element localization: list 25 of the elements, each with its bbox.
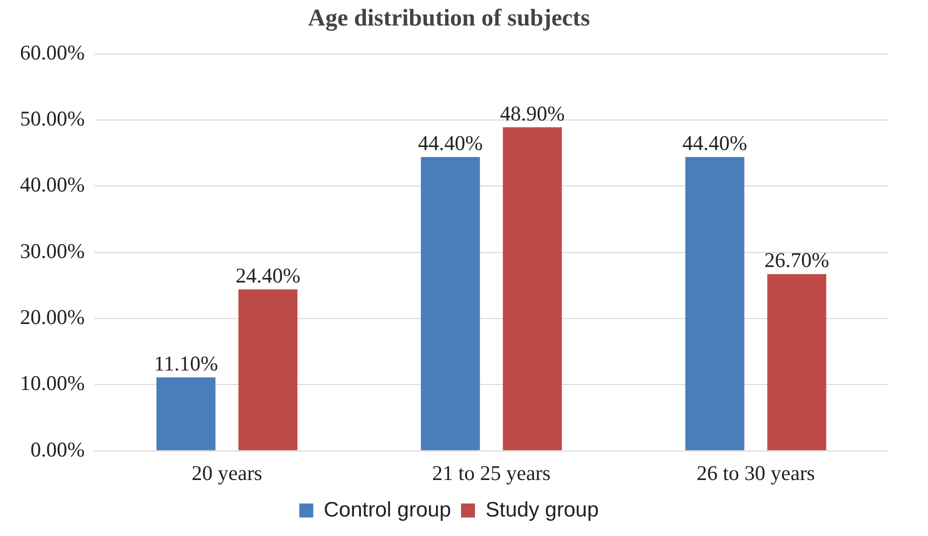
data-label: 11.10%: [154, 351, 218, 376]
y-tick-label: 40.00%: [20, 172, 85, 197]
legend-label: Control group: [324, 498, 452, 522]
data-label: 24.40%: [236, 263, 300, 288]
bar: [238, 289, 298, 450]
y-tick-label: 50.00%: [20, 106, 85, 130]
legend-label: Study group: [486, 498, 599, 522]
x-tick-label: 21 to 25 years: [432, 460, 551, 485]
bar: [767, 274, 826, 450]
y-tick-label: 10.00%: [20, 371, 85, 396]
bar: [502, 127, 562, 450]
y-tick-label: 20.00%: [20, 304, 85, 329]
bar: [685, 157, 744, 450]
data-label: 44.40%: [682, 131, 748, 156]
bar: [420, 157, 480, 450]
bar: [156, 377, 216, 450]
y-tick-label: 0.00%: [30, 437, 85, 462]
data-label: 26.70%: [764, 248, 830, 272]
x-tick-label: 26 to 30 years: [696, 460, 815, 485]
x-tick-label: 20 years: [192, 460, 262, 485]
y-tick-label: 30.00%: [20, 238, 85, 263]
data-label: 44.40%: [418, 131, 483, 156]
chart-title: Age distribution of subjects: [308, 6, 590, 32]
data-label: 48.90%: [500, 101, 565, 126]
y-tick-label: 60.00%: [20, 40, 85, 64]
